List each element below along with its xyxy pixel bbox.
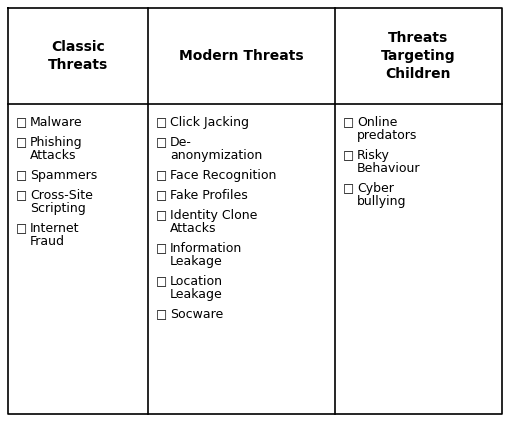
Text: □: □ — [16, 116, 27, 129]
Text: □: □ — [156, 209, 167, 222]
Text: Face Recognition: Face Recognition — [169, 169, 276, 182]
Text: □: □ — [16, 169, 27, 182]
Text: Attacks: Attacks — [30, 149, 76, 162]
Text: □: □ — [343, 116, 353, 129]
Text: □: □ — [343, 182, 353, 195]
Text: Cyber: Cyber — [356, 182, 393, 195]
Text: □: □ — [156, 189, 167, 202]
Text: Information: Information — [169, 242, 242, 255]
Text: Identity Clone: Identity Clone — [169, 209, 257, 222]
Text: Threats
Targeting
Children: Threats Targeting Children — [380, 31, 455, 81]
Text: Classic
Threats: Classic Threats — [48, 40, 108, 72]
Text: anonymization: anonymization — [169, 149, 262, 162]
Text: Risky: Risky — [356, 149, 389, 162]
Text: Internet: Internet — [30, 222, 79, 235]
Text: Malware: Malware — [30, 116, 82, 129]
Text: Spammers: Spammers — [30, 169, 97, 182]
Text: Phishing: Phishing — [30, 136, 82, 149]
Text: □: □ — [156, 116, 167, 129]
Text: □: □ — [156, 242, 167, 255]
Text: Cross-Site: Cross-Site — [30, 189, 93, 202]
Text: Fraud: Fraud — [30, 235, 65, 248]
Text: Attacks: Attacks — [169, 222, 216, 235]
Text: □: □ — [156, 136, 167, 149]
Text: Location: Location — [169, 275, 222, 288]
Text: Scripting: Scripting — [30, 202, 86, 215]
Text: □: □ — [343, 149, 353, 162]
Text: Click Jacking: Click Jacking — [169, 116, 248, 129]
Text: Behaviour: Behaviour — [356, 162, 420, 175]
Text: Fake Profiles: Fake Profiles — [169, 189, 247, 202]
Text: Leakage: Leakage — [169, 288, 222, 301]
Text: predators: predators — [356, 129, 416, 142]
Text: De-: De- — [169, 136, 191, 149]
Text: bullying: bullying — [356, 195, 406, 208]
Text: □: □ — [156, 308, 167, 321]
Text: □: □ — [16, 136, 27, 149]
Text: □: □ — [156, 169, 167, 182]
Text: Leakage: Leakage — [169, 255, 222, 268]
Text: □: □ — [16, 189, 27, 202]
Text: Socware: Socware — [169, 308, 223, 321]
Text: Online: Online — [356, 116, 397, 129]
Text: □: □ — [16, 222, 27, 235]
Text: □: □ — [156, 275, 167, 288]
Text: Modern Threats: Modern Threats — [179, 49, 303, 63]
